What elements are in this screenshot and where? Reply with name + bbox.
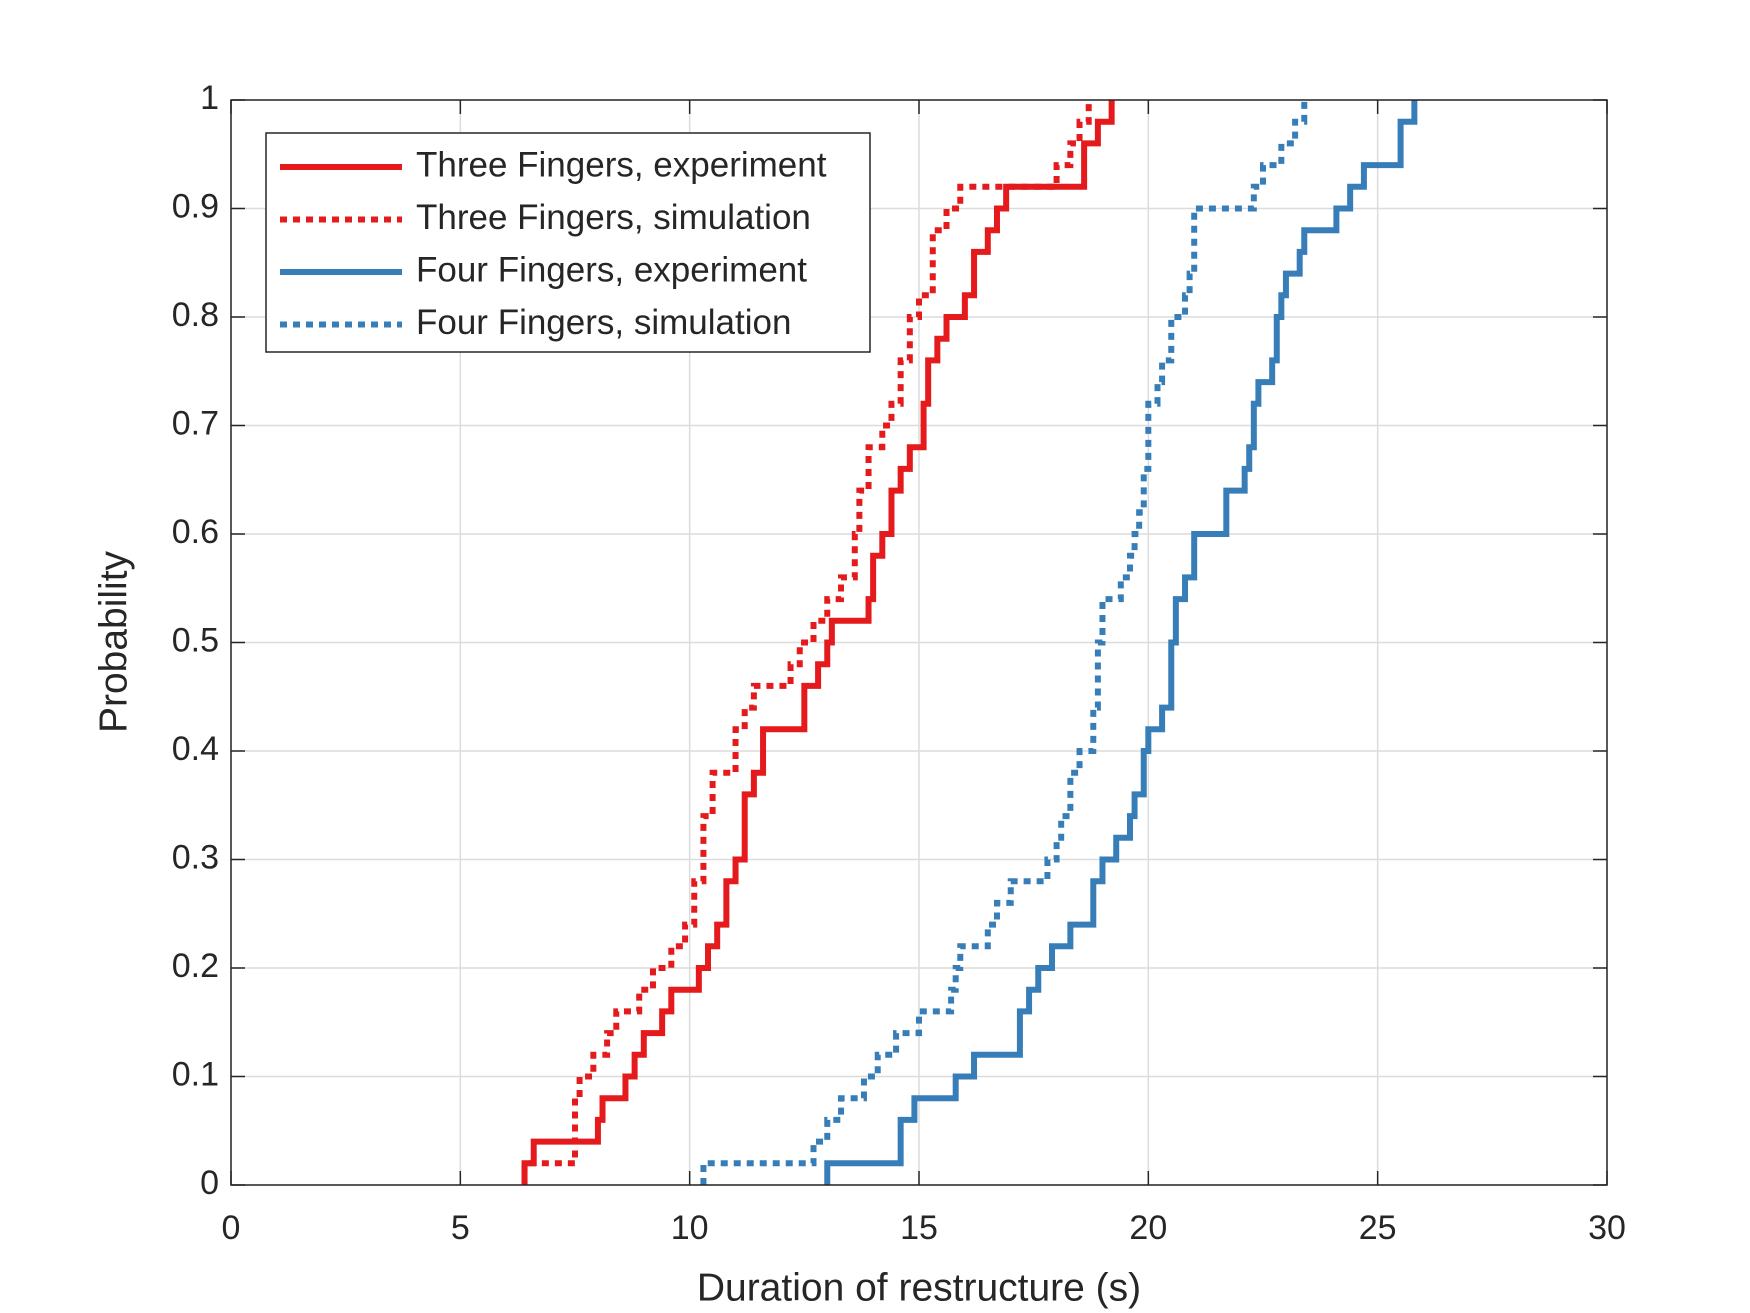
x-axis-label: Duration of restructure (s) xyxy=(697,1266,1141,1309)
step-line xyxy=(521,100,1092,1185)
y-tick-label: 0.5 xyxy=(172,621,219,659)
x-tick-label: 10 xyxy=(671,1209,709,1247)
x-tick-label: 5 xyxy=(451,1209,470,1247)
x-tick-label: 25 xyxy=(1359,1209,1397,1247)
y-tick-label: 0.2 xyxy=(172,947,219,985)
x-tick-label: 30 xyxy=(1588,1209,1626,1247)
y-tick-label: 0 xyxy=(200,1164,219,1202)
y-tick-label: 0.6 xyxy=(172,513,219,551)
legend: Three Fingers, experiment Three Fingers, … xyxy=(265,132,871,353)
y-axis-label: Probability xyxy=(92,550,135,733)
plot-area xyxy=(521,100,1418,1185)
y-tick-label: 0.9 xyxy=(172,187,219,225)
y-tick-label: 0.7 xyxy=(172,404,219,442)
x-tick-label: 0 xyxy=(222,1209,241,1247)
y-tick-label: 0.3 xyxy=(172,838,219,876)
ticks: 0 5 10 15 20 25 30 0 0.1 0.2 0.3 0.4 0.5 0.6 0.7 0.8 0.9… xyxy=(172,79,1626,1247)
step-line xyxy=(521,100,1115,1185)
y-tick-label: 1 xyxy=(200,79,219,117)
y-tick-label: 0.1 xyxy=(172,1055,219,1093)
step-line xyxy=(824,100,1418,1185)
legend-label: Three Fingers, experiment xyxy=(416,145,827,184)
y-tick-label: 0.8 xyxy=(172,296,219,334)
step-line xyxy=(700,100,1308,1185)
legend-label: Four Fingers, experiment xyxy=(416,250,807,289)
y-tick-label: 0.4 xyxy=(172,730,219,768)
x-tick-label: 20 xyxy=(1129,1209,1167,1247)
legend-label: Four Fingers, simulation xyxy=(416,303,791,342)
legend-label: Three Fingers, simulation xyxy=(416,198,811,237)
x-tick-label: 15 xyxy=(900,1209,938,1247)
